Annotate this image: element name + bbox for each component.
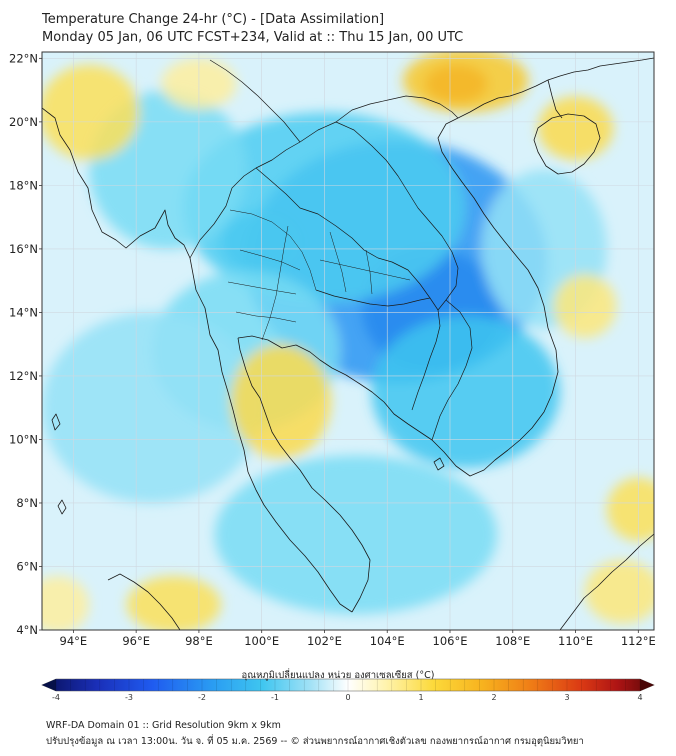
phu-quoc-island — [433, 457, 445, 471]
lon-label: 104°E — [370, 634, 405, 648]
lon-label: 110°E — [558, 634, 593, 648]
coastline-borneo — [559, 533, 654, 630]
colorbar-tick-label: 0 — [345, 693, 350, 702]
lat-label: 16°N — [9, 242, 38, 256]
colorbar-tick-labels: -4 -3 -2 -1 0 1 2 3 4 — [52, 693, 643, 702]
colorbar-minor-ticks — [55, 679, 641, 691]
lon-label: 100°E — [244, 634, 279, 648]
title-line1: Temperature Change 24-hr (°C) - [Data As… — [42, 12, 385, 27]
lon-label: 112°E — [621, 634, 656, 648]
coastlines-and-borders — [42, 57, 654, 630]
lat-label: 14°N — [9, 305, 38, 319]
lon-label: 98°E — [185, 634, 213, 648]
lat-label: 8°N — [16, 496, 38, 510]
field-blob-17 — [606, 477, 654, 542]
coastline-myanmar-west — [42, 107, 234, 411]
map-frame — [41, 51, 655, 631]
border-thailand-cambodia — [315, 289, 441, 411]
field-blob-18 — [126, 576, 221, 630]
lon-label: 106°E — [433, 634, 468, 648]
border-thailand-laos — [255, 167, 431, 299]
longitude-labels: 94°E 96°E 98°E 100°E 102°E 104°E 106°E 108°E 110… — [60, 630, 656, 648]
field-blob-7 — [42, 312, 262, 503]
map-panel: 22°N 20°N 18°N 16°N 14°N 12°N 10°N 8°N 6°N 4°N 94… — [9, 51, 656, 648]
lat-label: 4°N — [16, 623, 38, 637]
colorbar: -4 -3 -2 -1 0 1 2 3 4 — [41, 678, 655, 702]
field-blob-19 — [42, 576, 90, 630]
coastline-south-china — [483, 57, 654, 105]
latitude-labels: 22°N 20°N 18°N 16°N 14°N 12°N 10°N 8°N 6°N 4°N — [9, 51, 42, 637]
thai-provinces — [227, 209, 411, 341]
border-china — [209, 59, 459, 143]
colorbar-tick-label: -4 — [52, 693, 60, 702]
coastline-leizhou — [547, 79, 563, 119]
footer-update-credit: ปรับปรุงข้อมูล ณ เวลา 13:00น. วัน จ. ที่… — [46, 736, 584, 747]
lat-label: 10°N — [9, 432, 38, 446]
coastline-peninsula-west — [232, 409, 353, 613]
field-blob-4 — [371, 315, 560, 469]
coastline-peninsula-east — [237, 337, 371, 613]
field-blob-14 — [42, 64, 140, 160]
field-blob-12 — [402, 52, 529, 113]
colorbar-tick-label: -3 — [125, 693, 133, 702]
lon-label: 108°E — [495, 634, 530, 648]
lat-label: 22°N — [9, 51, 38, 65]
title-block: Temperature Change 24-hr (°C) - [Data As… — [42, 11, 463, 47]
field-blob-10 — [230, 344, 331, 459]
colorbar-tick-label: 2 — [491, 693, 496, 702]
lat-label: 20°N — [9, 115, 38, 129]
colorbar-tick-label: 3 — [564, 693, 569, 702]
field-blob-20 — [584, 560, 654, 624]
lat-label: 18°N — [9, 178, 38, 192]
lon-label: 94°E — [60, 634, 88, 648]
field-blob-16 — [553, 274, 617, 338]
colorbar-tick-label: 4 — [637, 693, 642, 702]
lat-label: 6°N — [16, 559, 38, 573]
coastline-sumatra — [107, 573, 181, 630]
coastline-vietnam — [437, 103, 559, 451]
colorbar-tick-label: 1 — [418, 693, 423, 702]
border-thailand-myanmar — [189, 141, 301, 259]
andaman-islands — [51, 413, 67, 515]
colorbar-tick-label: -2 — [198, 693, 206, 702]
lat-label: 12°N — [9, 369, 38, 383]
hainan-island — [533, 113, 601, 175]
colorbar-title: อุณหภูมิเปลี่ยนแปลง หน่วย องศาเซลเซียส (… — [241, 670, 435, 681]
field-blob-6 — [214, 455, 498, 615]
colorbar-right-extension — [640, 679, 654, 691]
footer-domain-info: WRF-DA Domain 01 :: Grid Resolution 9km … — [46, 720, 281, 731]
border-cambodia-vietnam — [431, 299, 473, 441]
lon-label: 102°E — [307, 634, 342, 648]
title-line2: Monday 05 Jan, 06 UTC FCST+234, Valid at… — [42, 30, 464, 45]
lon-label: 96°E — [122, 634, 150, 648]
coastline-gulf-thailand — [237, 335, 509, 477]
border-laos-vietnam — [299, 121, 459, 311]
colorbar-tick-label: -1 — [271, 693, 279, 702]
colorbar-left-extension — [42, 679, 56, 691]
